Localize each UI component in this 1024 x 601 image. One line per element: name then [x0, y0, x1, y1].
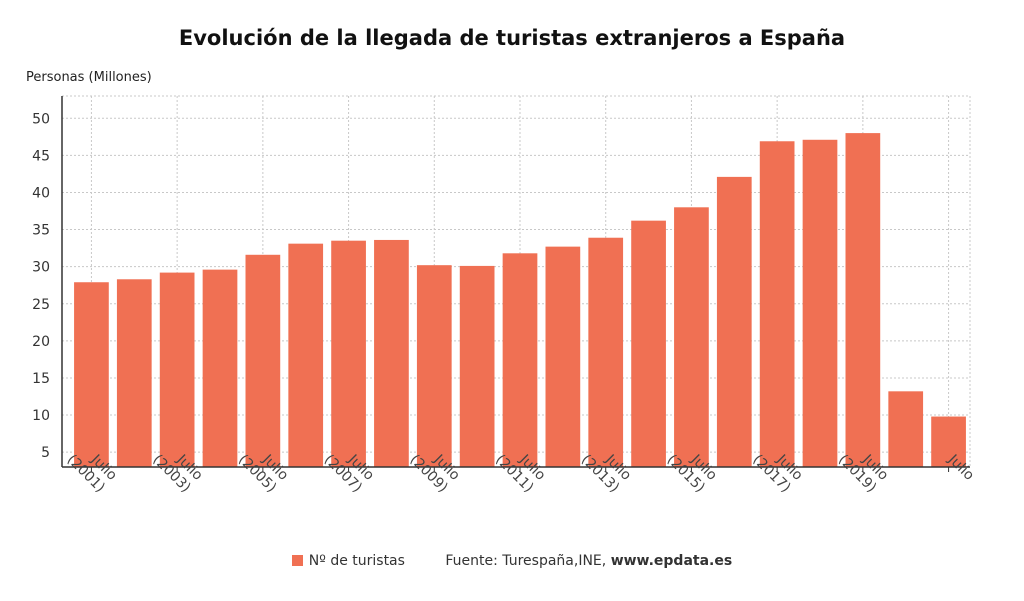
y-tick-label: 25	[32, 297, 50, 313]
bar	[74, 282, 109, 467]
bar	[331, 240, 366, 467]
y-tick-label: 5	[41, 445, 50, 461]
y-tick-label: 15	[32, 371, 50, 387]
bar	[374, 239, 409, 467]
bar	[288, 243, 324, 467]
axes	[61, 96, 970, 472]
bar	[716, 176, 752, 468]
y-tick-label: 10	[32, 408, 50, 424]
y-tick-label: 20	[32, 334, 50, 350]
y-tick-label: 50	[32, 111, 50, 127]
bar	[116, 279, 152, 467]
legend-series-label: Nº de turistas	[308, 553, 405, 569]
bar	[159, 272, 195, 467]
y-tick-label: 35	[32, 223, 50, 239]
y-tick-labels: 5 10 15 20 25 30 35 40 45 50	[32, 111, 50, 461]
y-tick-label: 45	[32, 148, 50, 164]
legend-swatch	[291, 554, 303, 566]
bar	[416, 265, 452, 467]
bar	[459, 265, 495, 467]
bar	[931, 416, 966, 467]
bar	[888, 391, 924, 467]
bar	[202, 269, 238, 467]
bar	[588, 237, 624, 467]
bar	[502, 253, 538, 467]
bar	[845, 133, 881, 467]
y-axis-label: Personas (Millones)	[26, 70, 152, 85]
bar	[245, 254, 281, 467]
bar	[545, 246, 581, 467]
source-label: Fuente: Turespaña,INE,	[445, 553, 607, 569]
legend: Nº de turistas Fuente: Turespaña,INE, ww…	[0, 553, 1024, 569]
bar	[802, 139, 838, 467]
y-tick-label: 30	[32, 260, 50, 276]
bar	[759, 141, 795, 467]
bar	[674, 207, 709, 468]
bar	[631, 220, 666, 467]
chart-title: Evolución de la llegada de turistas extr…	[178, 26, 846, 50]
bars	[74, 133, 966, 468]
y-tick-label: 40	[32, 185, 50, 201]
source-site[interactable]: www.epdata.es	[610, 553, 733, 569]
